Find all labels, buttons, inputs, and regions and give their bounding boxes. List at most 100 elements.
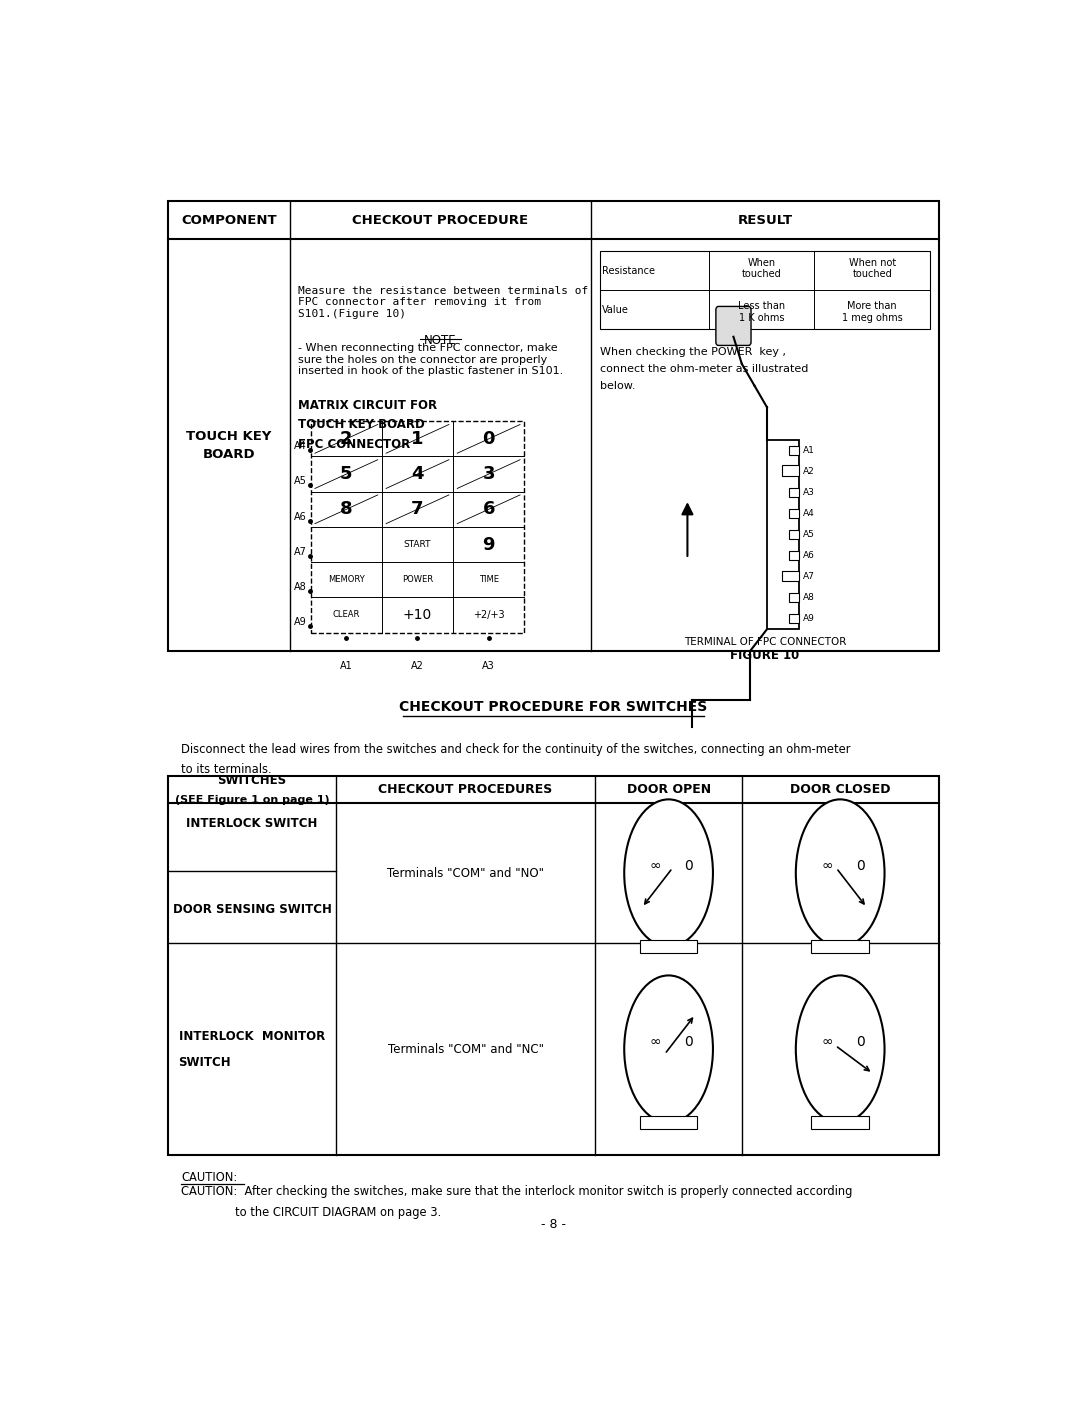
Text: A1: A1 xyxy=(340,661,353,671)
Text: When checking the POWER  key ,: When checking the POWER key , xyxy=(599,346,785,356)
Bar xyxy=(788,594,799,602)
FancyBboxPatch shape xyxy=(168,775,939,1155)
Ellipse shape xyxy=(624,799,713,947)
Text: Terminals "COM" and "NO": Terminals "COM" and "NO" xyxy=(387,867,544,879)
Text: A4: A4 xyxy=(294,442,307,452)
Text: RESULT: RESULT xyxy=(738,214,793,227)
Text: to the CIRCUIT DIAGRAM on page 3.: to the CIRCUIT DIAGRAM on page 3. xyxy=(235,1206,442,1218)
Bar xyxy=(782,466,799,476)
Bar xyxy=(788,488,799,497)
Text: Resistance: Resistance xyxy=(602,266,656,276)
Text: connect the ohm-meter as illustrated: connect the ohm-meter as illustrated xyxy=(599,364,808,374)
Text: INTERLOCK  MONITOR: INTERLOCK MONITOR xyxy=(178,1030,325,1043)
Text: When
touched: When touched xyxy=(742,257,782,279)
Text: TOUCH KEY BOARD: TOUCH KEY BOARD xyxy=(298,418,424,431)
Text: 5: 5 xyxy=(340,466,352,483)
Text: Terminals "COM" and "NC": Terminals "COM" and "NC" xyxy=(388,1043,543,1055)
Text: Disconnect the lead wires from the switches and check for the continuity of the : Disconnect the lead wires from the switc… xyxy=(181,743,851,756)
Text: MATRIX CIRCUIT FOR: MATRIX CIRCUIT FOR xyxy=(298,398,437,411)
Text: SWITCH: SWITCH xyxy=(178,1055,231,1068)
Ellipse shape xyxy=(796,975,885,1123)
FancyBboxPatch shape xyxy=(599,252,930,329)
Text: A2: A2 xyxy=(411,661,424,671)
Text: A7: A7 xyxy=(802,573,814,581)
Text: CAUTION:  After checking the switches, make sure that the interlock monitor swit: CAUTION: After checking the switches, ma… xyxy=(181,1185,852,1197)
Bar xyxy=(788,509,799,518)
Text: 2: 2 xyxy=(340,431,352,447)
FancyBboxPatch shape xyxy=(767,439,799,629)
Text: 0: 0 xyxy=(855,1034,864,1048)
Text: DOOR CLOSED: DOOR CLOSED xyxy=(789,782,890,795)
Text: CHECKOUT PROCEDURE: CHECKOUT PROCEDURE xyxy=(352,214,528,227)
Bar xyxy=(782,571,799,581)
Text: MEMORY: MEMORY xyxy=(328,575,365,584)
Text: 3: 3 xyxy=(483,466,495,483)
Text: POWER: POWER xyxy=(402,575,433,584)
Text: FIGURE 10: FIGURE 10 xyxy=(730,649,799,661)
Text: ∞: ∞ xyxy=(649,858,661,872)
Bar xyxy=(639,1116,698,1130)
Text: (SEE Figure 1 on page 1): (SEE Figure 1 on page 1) xyxy=(175,795,329,805)
FancyBboxPatch shape xyxy=(311,421,524,633)
Text: SWITCHES: SWITCHES xyxy=(217,774,287,787)
Bar xyxy=(811,940,869,953)
FancyBboxPatch shape xyxy=(716,307,751,346)
Text: below.: below. xyxy=(599,381,635,391)
Text: A9: A9 xyxy=(294,618,307,628)
Text: A8: A8 xyxy=(802,594,814,602)
Text: TERMINAL OF FPC CONNECTOR: TERMINAL OF FPC CONNECTOR xyxy=(684,637,846,647)
Text: START: START xyxy=(404,540,431,549)
Text: 0: 0 xyxy=(483,431,495,447)
Text: A6: A6 xyxy=(802,552,814,560)
Text: FPC CONNECTOR: FPC CONNECTOR xyxy=(298,438,410,450)
Text: DOOR OPEN: DOOR OPEN xyxy=(626,782,711,795)
Text: 7: 7 xyxy=(411,501,423,518)
Text: TOUCH KEY
BOARD: TOUCH KEY BOARD xyxy=(187,429,272,460)
Ellipse shape xyxy=(796,799,885,947)
Text: ∞: ∞ xyxy=(821,1034,833,1048)
Text: Less than
1 K ohms: Less than 1 K ohms xyxy=(738,301,785,322)
Text: CLEAR: CLEAR xyxy=(333,611,360,619)
Text: A9: A9 xyxy=(802,615,814,623)
Text: 1: 1 xyxy=(411,431,423,447)
Text: A5: A5 xyxy=(802,530,814,539)
Text: Value: Value xyxy=(602,305,629,315)
Text: A2: A2 xyxy=(802,467,814,476)
Text: +10: +10 xyxy=(403,608,432,622)
Text: When not
touched: When not touched xyxy=(849,257,896,279)
Text: NOTE: NOTE xyxy=(424,333,457,346)
Bar xyxy=(788,615,799,623)
Text: CHECKOUT PROCEDURE FOR SWITCHES: CHECKOUT PROCEDURE FOR SWITCHES xyxy=(400,699,707,713)
Text: 4: 4 xyxy=(411,466,423,483)
Text: COMPONENT: COMPONENT xyxy=(181,214,276,227)
Ellipse shape xyxy=(624,975,713,1123)
Text: 9: 9 xyxy=(483,536,495,553)
Text: 6: 6 xyxy=(483,501,495,518)
Bar xyxy=(639,940,698,953)
Text: A3: A3 xyxy=(802,488,814,497)
Text: A8: A8 xyxy=(294,582,307,592)
Text: CAUTION:: CAUTION: xyxy=(181,1171,238,1183)
Text: A6: A6 xyxy=(294,512,307,522)
Text: 0: 0 xyxy=(684,1034,693,1048)
Text: CHECKOUT PROCEDURES: CHECKOUT PROCEDURES xyxy=(378,782,553,795)
Text: to its terminals.: to its terminals. xyxy=(181,763,272,775)
Bar xyxy=(811,1116,869,1130)
Text: A1: A1 xyxy=(802,446,814,454)
Text: A4: A4 xyxy=(802,509,814,518)
Text: A5: A5 xyxy=(294,477,307,487)
FancyBboxPatch shape xyxy=(168,201,939,651)
Text: ∞: ∞ xyxy=(821,858,833,872)
Text: ∞: ∞ xyxy=(649,1034,661,1048)
Bar xyxy=(788,552,799,560)
Text: Measure the resistance between terminals of
FPC connector after removing it from: Measure the resistance between terminals… xyxy=(298,286,589,319)
Text: - 8 -: - 8 - xyxy=(541,1217,566,1231)
Text: +2/+3: +2/+3 xyxy=(473,609,504,620)
Text: - When reconnecting the FPC connector, make
sure the holes on the connector are : - When reconnecting the FPC connector, m… xyxy=(298,343,564,377)
Text: TIME: TIME xyxy=(478,575,499,584)
Text: 0: 0 xyxy=(684,858,693,872)
Text: 8: 8 xyxy=(340,501,353,518)
Bar xyxy=(788,530,799,539)
Bar xyxy=(788,446,799,454)
Text: DOOR SENSING SWITCH: DOOR SENSING SWITCH xyxy=(173,903,332,916)
